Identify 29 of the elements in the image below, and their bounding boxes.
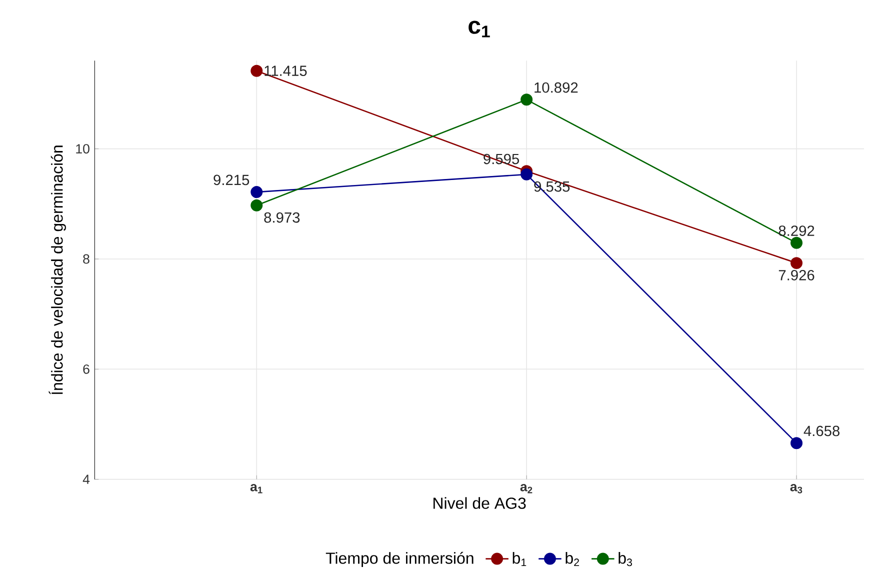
x-tick-label: a$_{2}$ xyxy=(520,484,532,494)
legend-label: b$_{1}$ xyxy=(512,552,526,566)
data-label: 7.926 xyxy=(778,270,814,280)
point xyxy=(790,257,803,270)
x-tick-label: a$_{1}$ xyxy=(250,484,262,494)
point xyxy=(790,236,803,249)
legend-label: b$_{3}$ xyxy=(618,552,632,566)
point xyxy=(250,199,263,212)
point xyxy=(520,168,533,180)
point xyxy=(520,94,533,106)
data-label: 8.292 xyxy=(778,226,814,236)
point xyxy=(250,186,263,198)
y-tick-label: 6 xyxy=(83,364,90,374)
y-tick-label: 4 xyxy=(82,474,90,484)
x-tick-label: a$_{3}$ xyxy=(790,484,802,494)
y-tick-label: 8 xyxy=(83,254,90,264)
y-axis-title: Índice de velocidad de germinación xyxy=(48,146,66,394)
data-label: 10.892 xyxy=(534,82,578,93)
data-label: 9.215 xyxy=(214,174,250,186)
legend-title: Tiempo de inmersión xyxy=(326,552,474,568)
data-label: 11.415 xyxy=(264,66,307,76)
x-axis-title: Nivel de AG3 xyxy=(434,497,526,509)
data-label: 4.658 xyxy=(804,426,840,436)
y-tick-label: 10 xyxy=(76,144,90,154)
data-label: 8.973 xyxy=(264,212,300,223)
point xyxy=(790,437,803,450)
chart-title: c$_{1}$ xyxy=(468,20,490,38)
point xyxy=(250,64,263,77)
legend-label: b$_{2}$ xyxy=(566,552,579,566)
